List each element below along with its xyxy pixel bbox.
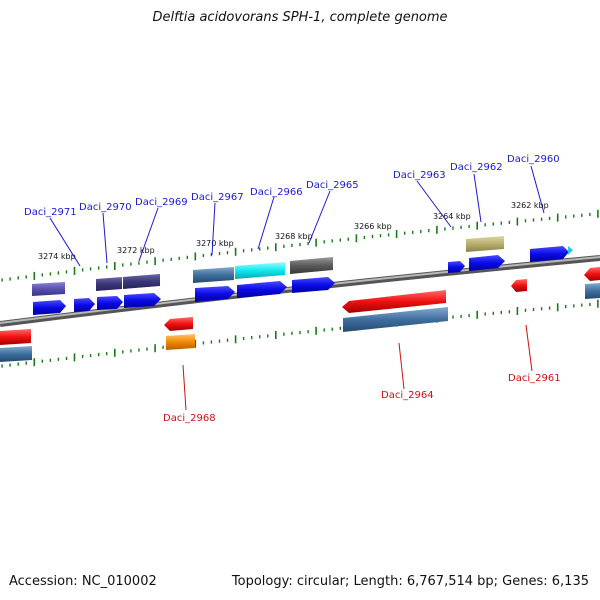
gene-label-daci-2963[interactable]: Daci_2963 bbox=[393, 170, 446, 181]
cds-arrow bbox=[584, 267, 600, 281]
leader-line bbox=[416, 180, 452, 228]
feature-block bbox=[193, 267, 234, 283]
gene-label-daci-2965[interactable]: Daci_2965 bbox=[306, 180, 359, 191]
scale-label-3272: 3272 kbp bbox=[117, 246, 155, 255]
feature-block bbox=[290, 257, 333, 274]
reverse-leader-lines bbox=[182, 324, 533, 411]
cds-arrow bbox=[448, 261, 465, 273]
scale-label-3274: 3274 kbp bbox=[38, 252, 76, 261]
gene-label-daci-2970[interactable]: Daci_2970 bbox=[79, 202, 132, 213]
leader-line bbox=[473, 173, 482, 223]
gene-label-daci-2971[interactable]: Daci_2971 bbox=[24, 207, 77, 218]
gene-label-daci-2960[interactable]: Daci_2960 bbox=[507, 154, 560, 165]
feature-track-outer bbox=[32, 236, 504, 296]
cds-arrow bbox=[469, 255, 505, 271]
feature-block bbox=[466, 236, 504, 252]
leader-line bbox=[308, 190, 331, 244]
feature-block bbox=[235, 262, 285, 279]
feature-block bbox=[585, 283, 600, 299]
cds-arrow bbox=[530, 246, 569, 262]
leader-line bbox=[530, 165, 545, 214]
reverse-gene-labels: Daci_2968 Daci_2964 Daci_2961 bbox=[163, 373, 561, 424]
leader-line bbox=[211, 202, 216, 256]
cds-arrow bbox=[33, 300, 66, 315]
cds-track-forward bbox=[33, 246, 573, 315]
gene-label-daci-2968[interactable]: Daci_2968 bbox=[163, 413, 216, 424]
feature-block bbox=[166, 334, 195, 350]
forward-gene-labels: Daci_2971 Daci_2970 Daci_2969 Daci_2967 … bbox=[24, 154, 560, 218]
cds-track-reverse bbox=[0, 267, 600, 345]
gene-label-daci-2962[interactable]: Daci_2962 bbox=[450, 162, 503, 173]
leader-line bbox=[525, 324, 533, 372]
scale-label-3264: 3264 kbp bbox=[433, 212, 471, 221]
gene-label-daci-2964[interactable]: Daci_2964 bbox=[381, 390, 434, 401]
cds-arrow bbox=[164, 317, 193, 331]
leader-line bbox=[398, 342, 405, 390]
cds-arrow bbox=[237, 281, 287, 298]
topology-label: Topology: circular; Length: 6,767,514 bp… bbox=[231, 574, 589, 589]
feature-block bbox=[32, 282, 65, 296]
leader-line bbox=[102, 212, 108, 264]
cds-arrow bbox=[511, 279, 527, 292]
leader-line bbox=[138, 207, 159, 262]
scale-label-3266: 3266 kbp bbox=[354, 222, 392, 231]
cds-arrow bbox=[292, 277, 335, 293]
leader-line bbox=[257, 196, 275, 250]
feature-block bbox=[0, 346, 32, 362]
forward-leader-lines bbox=[49, 165, 545, 267]
cds-arrow bbox=[0, 329, 31, 345]
gene-label-daci-2966[interactable]: Daci_2966 bbox=[250, 187, 303, 198]
accession-label: Accession: NC_010002 bbox=[9, 574, 157, 589]
scale-label-3262: 3262 kbp bbox=[511, 201, 549, 210]
scale-label-3270: 3270 kbp bbox=[196, 239, 234, 248]
scale-labels: 3274 kbp 3272 kbp 3270 kbp 3268 kbp 3266… bbox=[38, 201, 549, 261]
cds-arrow bbox=[97, 296, 123, 310]
cds-arrow bbox=[74, 298, 95, 312]
feature-block bbox=[96, 277, 122, 291]
cds-arrow bbox=[124, 293, 161, 308]
scale-label-3268: 3268 kbp bbox=[275, 232, 313, 241]
gene-label-daci-2967[interactable]: Daci_2967 bbox=[191, 192, 244, 203]
cds-arrow bbox=[195, 286, 235, 302]
map-title: Delftia acidovorans SPH-1, complete geno… bbox=[152, 10, 448, 25]
feature-track-inner bbox=[0, 283, 600, 362]
cds-arrow-tip bbox=[568, 246, 573, 255]
outer-tick-ring bbox=[1, 209, 599, 282]
leader-line bbox=[49, 217, 81, 267]
gene-label-daci-2961[interactable]: Daci_2961 bbox=[508, 373, 561, 384]
feature-block bbox=[343, 307, 448, 332]
cds-arrow bbox=[342, 290, 446, 313]
feature-block bbox=[123, 274, 160, 289]
leader-line bbox=[182, 364, 187, 411]
gene-label-daci-2969[interactable]: Daci_2969 bbox=[135, 197, 188, 208]
